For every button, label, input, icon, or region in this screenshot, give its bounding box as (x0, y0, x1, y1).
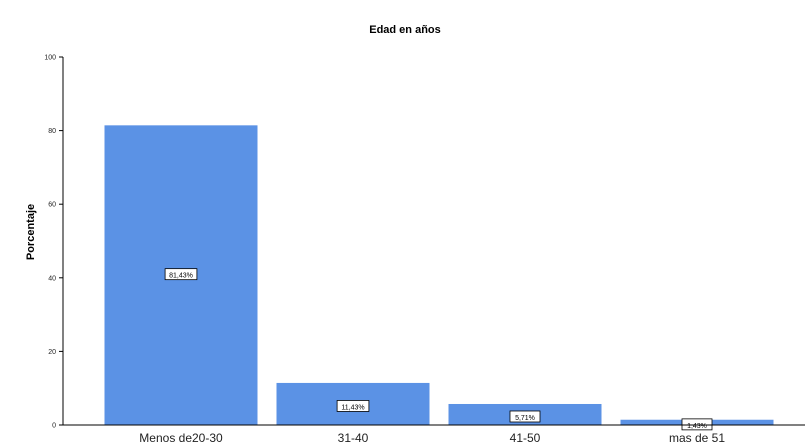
x-tick-label-3: 41-50 (510, 431, 541, 445)
data-label-text: 5,71% (515, 415, 535, 422)
y-axis-label: Porcentaje (25, 204, 37, 260)
data-label-text: 81,43% (169, 273, 193, 280)
data-label-box (164, 268, 198, 281)
data-label-box (509, 410, 541, 423)
y-tick-label: 80 (48, 128, 56, 135)
chart-title: Edad en años (369, 24, 441, 36)
y-tick-label: 20 (48, 349, 56, 356)
data-label-box (681, 418, 713, 431)
data-label-2: 11,43% (336, 400, 370, 412)
x-tick-label-2: 31-40 (338, 431, 369, 445)
x-tick-label-4: mas de 51 (669, 431, 725, 445)
y-tick-label: 40 (48, 275, 56, 282)
y-axis: 0 20 40 60 80 100 (44, 55, 64, 430)
x-axis: Menos de20-30 31-40 41-50 mas de 51 (63, 424, 805, 445)
data-label-1: 81,43% (164, 268, 198, 281)
y-tick-label: 100 (44, 55, 56, 62)
data-label-text: 1,43% (687, 423, 707, 430)
x-tick-label-1: Menos de20-30 (139, 431, 223, 445)
data-label-text: 11,43% (341, 404, 364, 411)
data-label-3: 5,71% (509, 410, 541, 423)
y-tick-label: 60 (48, 202, 56, 209)
data-labels-group: 81,43% 11,43% 5,71% 1,43% (164, 268, 713, 431)
y-tick-label: 0 (52, 423, 56, 430)
data-label-box (336, 400, 370, 412)
data-label-4: 1,43% (681, 418, 713, 431)
